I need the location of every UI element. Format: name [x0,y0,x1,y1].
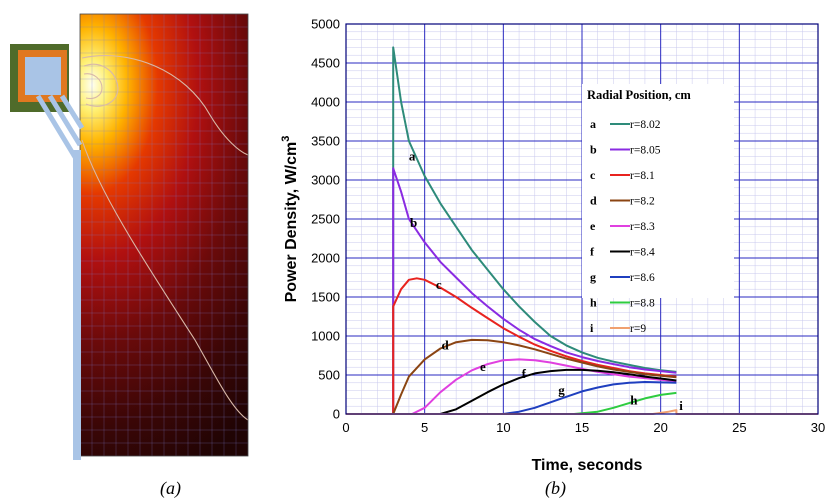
legend-key-f: f [590,245,595,259]
y-axis-title-text: Power Density, W/cm [283,142,300,303]
panel-a-figure [0,0,260,470]
y-tick-label: 2500 [311,212,340,227]
legend-key-h: h [590,296,597,310]
legend-key-g: g [590,270,596,284]
legend-title: Radial Position, cm [587,88,691,102]
curve-label-a: a [409,149,416,164]
x-tick-labels: 0 5 10 15 20 25 30 [342,420,825,435]
y-tick-label: 4000 [311,95,340,110]
legend-background [582,84,734,298]
x-tick-label: 10 [496,420,510,435]
contour-line-inner [83,63,119,107]
plot-frame [345,23,819,415]
x-tick-label: 30 [811,420,825,435]
y-tick-label: 1000 [311,329,340,344]
legend-key-b: b [590,143,597,157]
curve-label-b: b [410,215,417,230]
curve-label-g: g [558,383,565,398]
curve-label-i: i [679,398,683,413]
curve-label-e: e [480,359,486,374]
y-tick-label: 2000 [311,251,340,266]
legend-label-f: r=8.4 [630,247,655,259]
contour-line-outer [81,55,248,156]
x-tick-label: 25 [732,420,746,435]
legend-label-g: r=8.6 [630,272,655,284]
curve-label-h: h [630,393,638,408]
legend-key-i: i [590,321,594,335]
y-tick-label: 1500 [311,290,340,305]
y-tick-label: 0 [333,407,340,422]
x-tick-label: 20 [653,420,667,435]
fuel-assembly-icon [10,44,85,460]
y-tick-label: 4500 [311,56,340,71]
series-line-e [411,358,677,415]
y-axis-title: Power Density, W/cm3 [280,136,300,303]
legend-label-e: r=8.3 [630,221,655,233]
curve-label-c: c [436,277,442,292]
curve-label-f: f [522,366,527,381]
legend-key-a: a [590,117,596,131]
x-tick-label: 0 [342,420,349,435]
panel-b-caption: (b) [545,478,566,498]
legend-key-e: e [590,219,596,233]
y-tick-label: 5000 [311,17,340,32]
y-tick-label: 500 [318,368,340,383]
x-tick-label: 15 [575,420,589,435]
series-line-d [392,338,677,415]
curve-label-d: d [442,337,450,352]
power-density-map [10,13,249,460]
y-tick-labels: 0 500 1000 1500 2000 2500 3000 3500 4000 4500 5000 [311,17,340,422]
series-line-f [440,368,677,415]
legend-key-c: c [590,168,596,182]
y-tick-label: 3000 [311,173,340,188]
x-axis-title: Time, seconds [532,457,643,474]
legend-label-b: r=8.05 [630,145,661,157]
legend-key-d: d [590,194,597,208]
x-tick-label: 5 [421,420,428,435]
legend-label-c: r=8.1 [630,170,655,182]
legend-label-a: r=8.02 [630,119,661,131]
series-line-g [503,381,677,415]
legend: Radial Position, cm a r=8.02 b r=8.05 c r=8.1… [582,84,734,335]
y-axis-title-superscript: 3 [280,136,292,142]
series-line-h [574,391,677,415]
legend-label-d: r=8.2 [630,196,655,208]
legend-label-i: r=9 [630,323,646,335]
panel-a-caption: (a) [160,478,181,498]
y-tick-label: 3500 [311,134,340,149]
map-grid [80,14,248,456]
contour-line-lower [81,139,248,421]
series-line-a [392,46,677,414]
contour-line-core [83,73,103,100]
series-line-b [392,167,677,414]
legend-label-h: r=8.8 [630,298,655,310]
series-line-c [392,277,677,414]
